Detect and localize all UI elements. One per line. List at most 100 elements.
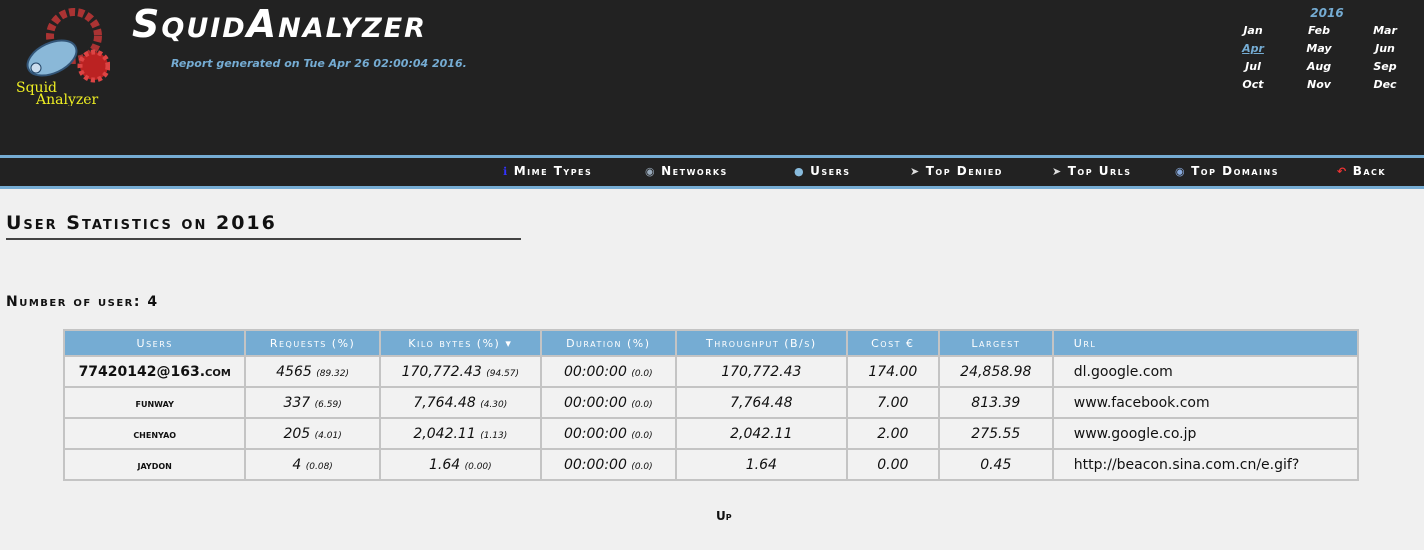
- cost-cell: 0.00: [845, 448, 940, 481]
- percent: (0.0): [631, 430, 653, 441]
- value: 1.64: [428, 456, 461, 473]
- value: 7,764.48: [413, 394, 476, 411]
- value: chenyao: [133, 426, 177, 441]
- requests-cell: 4565 (89.32): [244, 355, 381, 388]
- calendar-year[interactable]: 2016: [1310, 6, 1344, 20]
- column-header[interactable]: Users: [62, 329, 247, 357]
- app-title: SquidAnalyzer: [132, 2, 427, 46]
- up-link[interactable]: Up: [716, 509, 732, 523]
- requests-cell: 205 (4.01): [244, 417, 381, 450]
- month-feb[interactable]: Feb: [1308, 24, 1330, 37]
- value: 0.00: [877, 456, 909, 473]
- menu-users[interactable]: ● Users: [794, 164, 851, 178]
- column-header[interactable]: Url: [1051, 329, 1360, 357]
- throughput-cell: 7,764.48: [674, 386, 848, 419]
- nav-menu: ℹ Mime Types ◉ Networks ● Users ➤ Top Denied ➤ To…: [0, 155, 1424, 189]
- menu-label: Networks: [661, 164, 728, 178]
- value: 77420142@163.com: [78, 363, 231, 380]
- percent: (89.32): [316, 368, 350, 379]
- column-header[interactable]: Largest: [937, 329, 1054, 357]
- month-aug[interactable]: Aug: [1306, 60, 1332, 73]
- menu-back[interactable]: ↶ Back: [1337, 164, 1386, 178]
- user-cell[interactable]: chenyao: [62, 417, 247, 450]
- value: 170,772.43: [721, 363, 802, 380]
- kilobytes-cell: 170,772.43 (94.57): [378, 355, 542, 388]
- column-header[interactable]: Throughput (B/s): [674, 329, 848, 357]
- month-apr[interactable]: Apr: [1242, 42, 1264, 55]
- percent: (0.0): [631, 399, 653, 410]
- percent: (0.00): [464, 461, 492, 472]
- menu-top-domains[interactable]: ◉ Top Domains: [1175, 164, 1279, 178]
- squid-analyzer-logo: Squid Analyzer: [16, 8, 110, 106]
- percent: (6.59): [314, 399, 342, 410]
- column-header[interactable]: Duration (%): [539, 329, 677, 357]
- column-header[interactable]: Requests (%): [244, 329, 381, 357]
- column-header[interactable]: Kilo bytes (%) ▾: [378, 329, 542, 357]
- url-cell[interactable]: dl.google.com: [1051, 355, 1360, 388]
- month-jan[interactable]: Jan: [1243, 24, 1263, 37]
- back-arrow-icon: ↶: [1337, 164, 1348, 178]
- month-nov[interactable]: Nov: [1307, 78, 1331, 91]
- value: 1.64: [745, 456, 777, 473]
- duration-cell: 00:00:00 (0.0): [539, 448, 677, 481]
- cost-cell: 174.00: [845, 355, 940, 388]
- svg-text:Analyzer: Analyzer: [35, 92, 99, 106]
- menu-label: Top Urls: [1067, 164, 1132, 178]
- cost-cell: 7.00: [845, 386, 940, 419]
- menu-networks[interactable]: ◉ Networks: [645, 164, 728, 178]
- value: 00:00:00: [563, 456, 627, 473]
- throughput-cell: 170,772.43: [674, 355, 848, 388]
- url-cell[interactable]: http://beacon.sina.com.cn/e.gif?: [1051, 448, 1360, 481]
- url-cell[interactable]: www.google.co.jp: [1051, 417, 1360, 450]
- largest-cell: 24,858.98: [937, 355, 1054, 388]
- value: 00:00:00: [563, 363, 627, 380]
- network-icon: ◉: [645, 164, 657, 178]
- table-row: funway 337 (6.59) 7,764.48 (4.30) 00:00:00 …: [62, 386, 1360, 419]
- value: 0.45: [980, 456, 1012, 473]
- header: Squid Analyzer SquidAnalyzer Report gene…: [0, 0, 1424, 155]
- percent: (0.08): [305, 461, 333, 472]
- cost-cell: 2.00: [845, 417, 940, 450]
- menu-label: Users: [810, 164, 851, 178]
- menu-mime-types[interactable]: ℹ Mime Types: [503, 164, 592, 178]
- user-cell[interactable]: jaydon: [62, 448, 247, 481]
- column-header[interactable]: Cost €: [845, 329, 940, 357]
- month-jul[interactable]: Jul: [1245, 60, 1261, 73]
- month-jun[interactable]: Jun: [1375, 42, 1395, 55]
- svg-text:Squid: Squid: [16, 80, 57, 96]
- cursor-icon: ➤: [1052, 164, 1063, 178]
- throughput-cell: 1.64: [674, 448, 848, 481]
- value: 4565: [276, 363, 312, 380]
- menu-top-urls[interactable]: ➤ Top Urls: [1052, 164, 1132, 178]
- user-cell[interactable]: 77420142@163.com: [62, 355, 247, 388]
- user-cell[interactable]: funway: [62, 386, 247, 419]
- value: 2,042.11: [413, 425, 476, 442]
- percent: (4.30): [480, 399, 508, 410]
- value: 205: [283, 425, 311, 442]
- month-may[interactable]: May: [1306, 42, 1332, 55]
- value: 4: [292, 456, 302, 473]
- month-mar[interactable]: Mar: [1373, 24, 1397, 37]
- month-dec[interactable]: Dec: [1373, 78, 1397, 91]
- month-calendar: 2016 Jan Feb Mar Apr May Jun Jul Aug Sep Oct Nov De…: [1220, 6, 1420, 91]
- percent: (0.0): [631, 368, 653, 379]
- percent: (1.13): [480, 430, 508, 441]
- requests-cell: 337 (6.59): [244, 386, 381, 419]
- menu-label: Back: [1352, 164, 1387, 178]
- value: 24,858.98: [960, 363, 1032, 380]
- report-generated-text: Report generated on Tue Apr 26 02:00:04 …: [171, 57, 467, 70]
- table-row: 77420142@163.com 4565 (89.32) 170,772.43 (…: [62, 355, 1360, 388]
- menu-label: Mime Types: [513, 164, 593, 178]
- url-cell[interactable]: www.facebook.com: [1051, 386, 1360, 419]
- menu-top-denied[interactable]: ➤ Top Denied: [910, 164, 1003, 178]
- value: 337: [283, 394, 311, 411]
- month-oct[interactable]: Oct: [1242, 78, 1264, 91]
- user-statistics-table: Users Requests (%) Kilo bytes (%) ▾ Duratio…: [62, 329, 1360, 481]
- value: 170,772.43: [401, 363, 482, 380]
- value: http://beacon.sina.com.cn/e.gif?: [1073, 456, 1300, 473]
- value: funway: [135, 395, 174, 410]
- largest-cell: 0.45: [937, 448, 1054, 481]
- info-icon: ℹ: [503, 164, 509, 178]
- value: dl.google.com: [1073, 363, 1173, 380]
- month-sep[interactable]: Sep: [1373, 60, 1397, 73]
